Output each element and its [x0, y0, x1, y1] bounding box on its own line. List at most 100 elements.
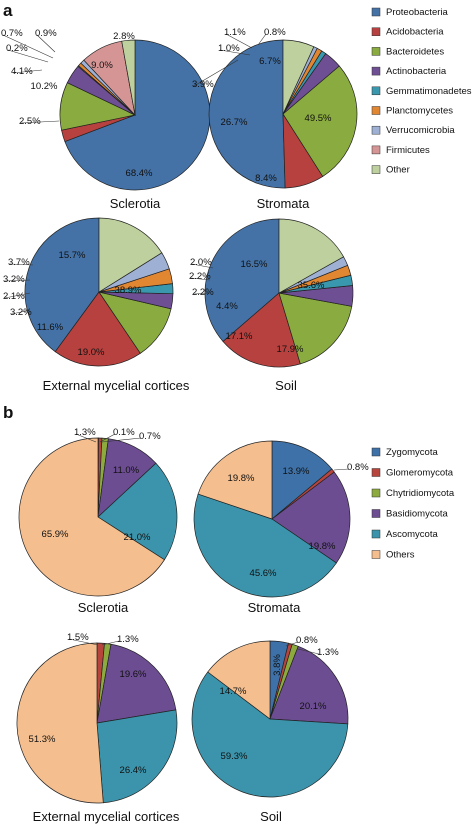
leader-line: [36, 34, 56, 53]
chart-title-stromata-a: Stromata: [257, 196, 311, 211]
legend-label: Chytridiomycota: [386, 488, 455, 499]
slice-other: [121, 39, 136, 116]
pie-a-sclerotia: 68.4% 2.5% 10.2% 4.1% 0.2% 0.7% 0.9% 9.0% 2.8%: [1, 28, 211, 191]
value-label-chytridiomycota: 1.3%: [317, 647, 339, 658]
value-label-basidiomycota: 19.6%: [120, 669, 147, 680]
legend-swatch: [371, 529, 381, 539]
value-label-proteobacteria: 49.5%: [305, 113, 332, 124]
panel-letter-b: b: [3, 403, 13, 422]
legend-label: Proteobacteria: [386, 7, 449, 18]
slice-proteobacteria: [24, 217, 100, 353]
value-label-zygomycota: 3.8%: [272, 654, 283, 676]
value-label-gemmatimonadetes: 1.0%: [218, 43, 240, 54]
value-label-acidobacteria: 19.0%: [78, 347, 105, 358]
value-label-basidiomycota: 11.0%: [113, 465, 140, 476]
slice-others: [197, 440, 273, 520]
panel-letter-a: a: [3, 1, 13, 20]
leader-line: [101, 437, 142, 443]
legend-item-basidiomycota: Basidiomycota: [371, 509, 448, 520]
legend-label: Zygomycota: [386, 447, 438, 458]
value-label-other: 15.7%: [59, 250, 86, 261]
slice-proteobacteria: [64, 39, 211, 191]
leader-line: [9, 263, 34, 266]
value-label-planctomycetes: 1.1%: [224, 27, 246, 38]
slice-acidobacteria: [54, 291, 141, 367]
leader-line: [2, 34, 54, 59]
legend-item-planctomycetes: Planctomycetes: [371, 106, 453, 117]
value-label-proteobacteria: 68.4%: [126, 168, 153, 179]
slice-basidiomycota: [96, 643, 177, 724]
legend-swatch: [371, 125, 381, 135]
slice-ascomycota: [191, 671, 349, 798]
slice-ascomycota: [97, 462, 178, 561]
legend-swatch: [371, 509, 381, 518]
value-label-chytridiomycota: 1.3%: [74, 427, 96, 438]
value-label-glomeromycota: 1.5%: [67, 632, 89, 643]
slice-others: [207, 640, 271, 720]
slice-zygomycota: [271, 440, 333, 520]
legend-label: Ascomycota: [386, 529, 438, 540]
legend-swatch: [371, 488, 381, 498]
value-label-other: 2.8%: [113, 31, 135, 42]
leader-line: [99, 433, 116, 443]
value-label-ascomycota: 45.6%: [250, 568, 277, 579]
chart-title-stromata-b: Stromata: [248, 600, 302, 615]
leader-line: [333, 468, 350, 471]
value-label-planctomycetes: 0.7%: [1, 28, 23, 39]
value-label-zygomycota: 0.1%: [113, 427, 135, 438]
legend-swatch: [371, 47, 381, 56]
value-label-bacteroidetes: 26.7%: [221, 117, 248, 128]
legend-fungi: Zygomycota Glomeromycota Chytridiomycota Ba…: [371, 447, 455, 561]
value-label-basidiomycota: 19.8%: [309, 541, 336, 552]
legend-item-firmicutes: Firmicutes: [371, 145, 430, 156]
chart-title-soil-b: Soil: [260, 809, 282, 824]
value-label-firmicutes: 9.0%: [91, 60, 113, 71]
leader-line: [225, 33, 253, 49]
leader-line: [11, 309, 31, 315]
legend-swatch: [371, 550, 381, 559]
legend-item-bacteroidetes: Bacteroidetes: [371, 46, 444, 57]
legend-swatch: [371, 145, 381, 155]
legend-item-glomeromycota: Glomeromycota: [371, 468, 454, 479]
legend-label: Acidobacteria: [386, 27, 444, 38]
pie-b-sclerotia: 0.1% 0.7% 1.3% 11.0% 21.0% 65.9%: [18, 427, 178, 597]
slice-ascomycota: [193, 493, 337, 598]
slice-other: [278, 218, 344, 294]
leader-line: [219, 49, 251, 56]
legend-label: Firmicutes: [386, 145, 430, 156]
value-label-chytridiomycota: 1.3%: [117, 634, 139, 645]
legend-swatch: [371, 66, 381, 76]
value-label-ascomycota: 21.0%: [124, 532, 151, 543]
slice-bacteroidetes: [282, 65, 358, 177]
slice-other: [282, 39, 315, 115]
value-label-glomeromycota: 0.7%: [139, 431, 161, 442]
value-label-ascomycota: 59.3%: [221, 751, 248, 762]
value-label-glomeromycota: 0.8%: [347, 462, 369, 473]
value-label-bacteroidetes: 10.2%: [31, 81, 58, 92]
legend-item-other: Other: [371, 165, 410, 176]
value-label-actinobacteria: 3.2%: [10, 307, 32, 318]
value-label-actinobacteria: 4.1%: [11, 66, 33, 77]
chart-title-external-a: External mycelial cortices: [43, 378, 190, 393]
leader-line: [68, 638, 99, 646]
slice-ascomycota: [96, 709, 178, 804]
legend-item-zygomycota: Zygomycota: [371, 447, 438, 458]
value-label-other: 16.5%: [241, 259, 268, 270]
slice-others: [16, 642, 104, 804]
value-label-basidiomycota: 20.1%: [300, 701, 327, 712]
legend-item-gemmatimonadetes: Gemmatimonadetes: [371, 86, 472, 97]
legend-label: Planctomycetes: [386, 106, 453, 117]
leader-line: [257, 33, 267, 46]
legend-label: Gemmatimonadetes: [386, 86, 472, 97]
pie-b-external-mycelial-cortices: 1.5% 1.3% 19.6% 26.4% 51.3%: [16, 632, 178, 804]
slice-bacteroidetes: [278, 292, 353, 365]
value-label-planctomycetes: 2.2%: [189, 271, 211, 282]
leader-line: [12, 69, 43, 74]
leader-line: [4, 279, 31, 282]
value-label-other: 6.7%: [259, 56, 281, 67]
legend-swatch: [371, 447, 381, 457]
legend-swatch: [371, 86, 381, 96]
slice-other: [98, 217, 163, 293]
value-label-actinobacteria: 3.9%: [192, 79, 214, 90]
slice-acidobacteria: [222, 292, 301, 368]
